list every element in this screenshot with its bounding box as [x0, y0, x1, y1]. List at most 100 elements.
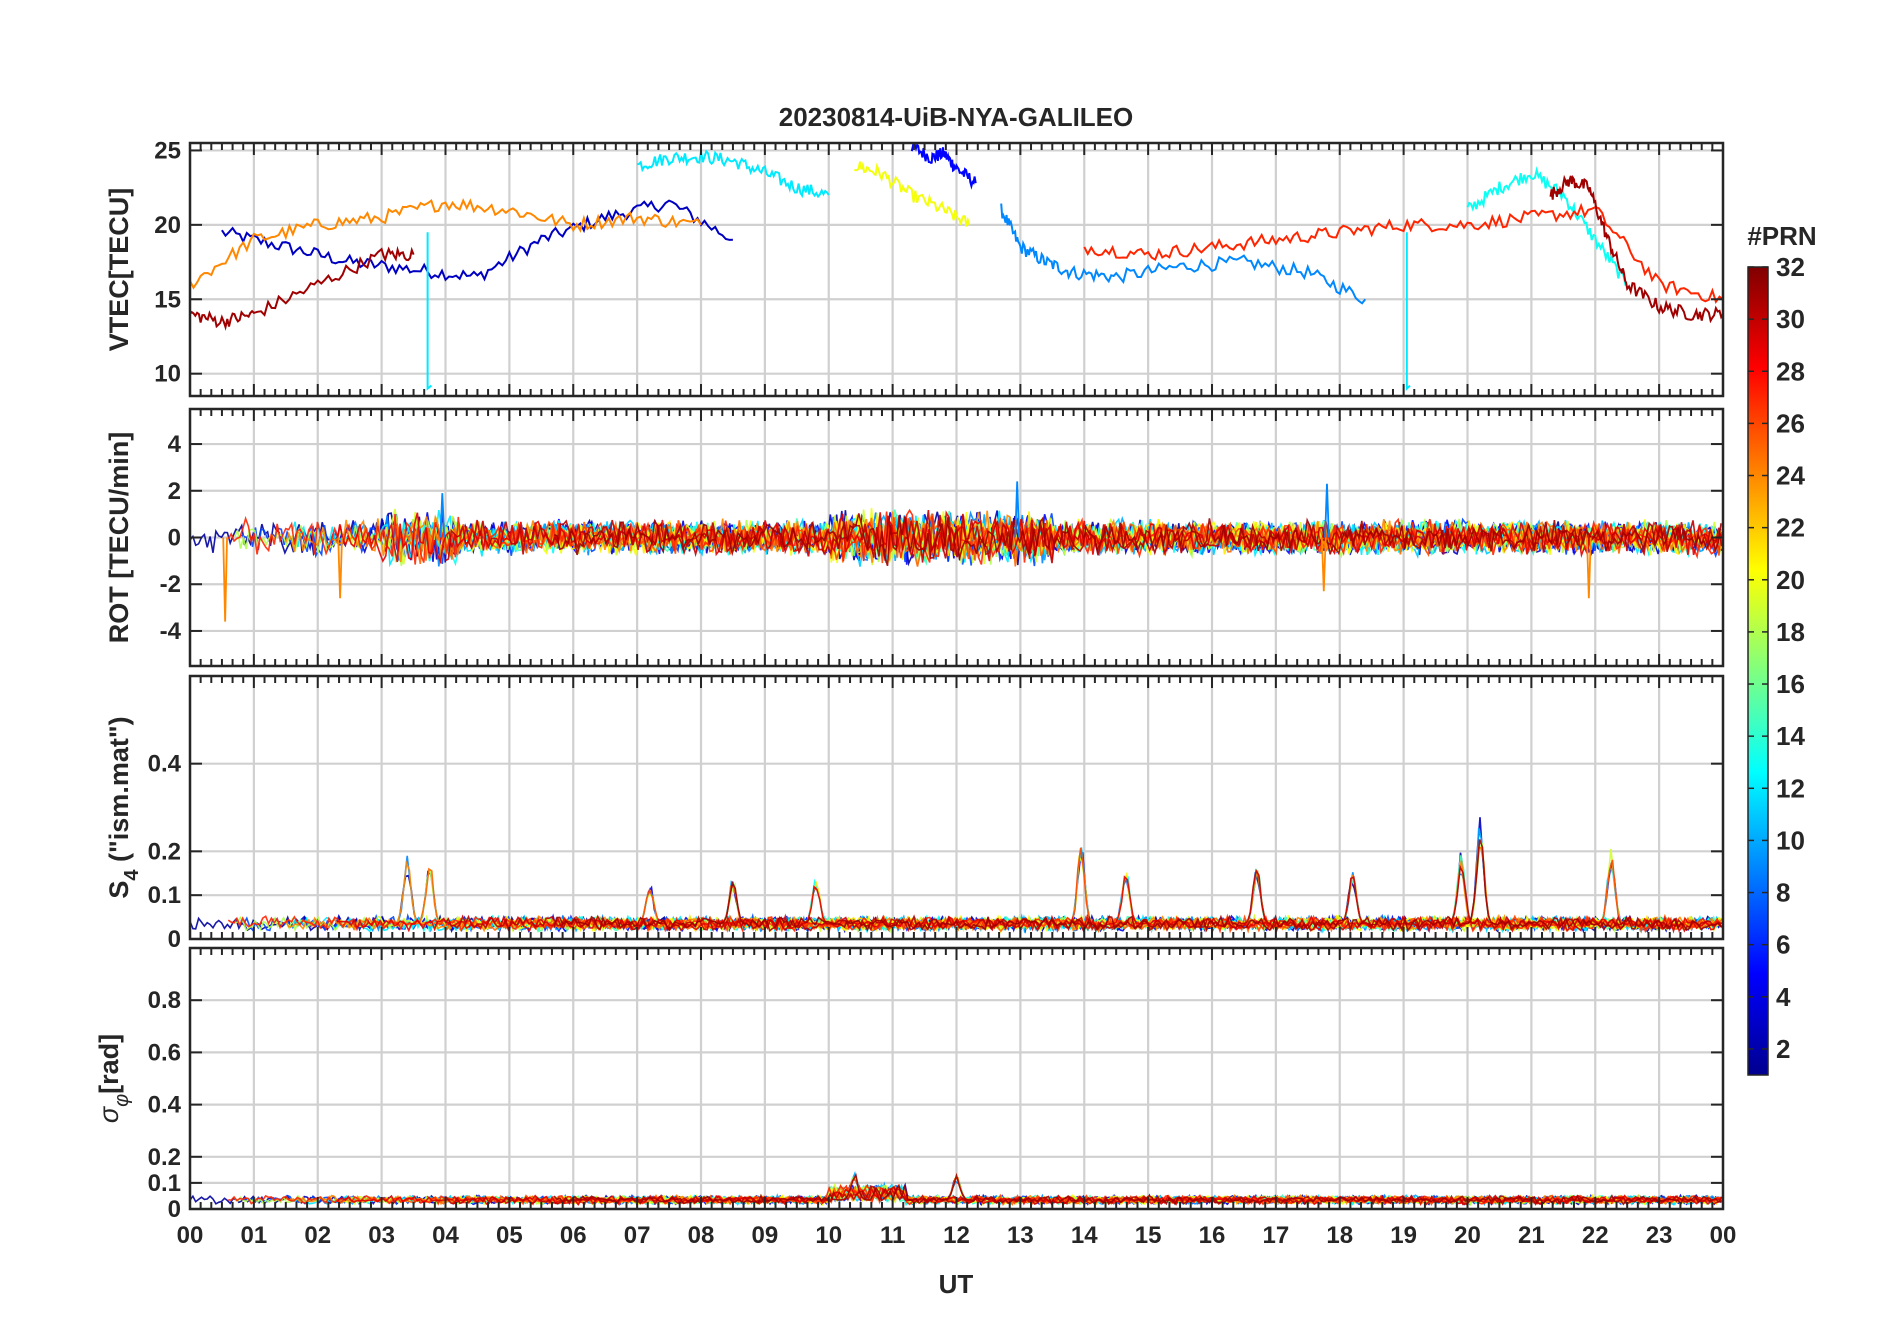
- y-axis-label: ROT [TECU/min]: [104, 432, 134, 643]
- y-tick-label: 15: [154, 286, 181, 313]
- vtec-series-prn-31: [190, 245, 415, 331]
- axes-frame: [188, 674, 1725, 941]
- colorbar-label: #PRN: [1747, 221, 1816, 251]
- x-tick-label: 23: [1646, 1222, 1673, 1249]
- x-tick-label: 15: [1135, 1222, 1162, 1249]
- colorbar-tick-label: 26: [1776, 408, 1805, 438]
- axes-frame: [188, 946, 1725, 1211]
- rot-spike: [1324, 483, 1330, 538]
- y-tick-label: 0: [168, 926, 181, 953]
- x-tick-label: 14: [1071, 1222, 1098, 1249]
- x-tick-label: 20: [1454, 1222, 1481, 1249]
- x-tick-label: 00: [1710, 1222, 1737, 1249]
- x-tick-label: 13: [1007, 1222, 1034, 1249]
- colorbar-tick-label: 10: [1776, 825, 1805, 855]
- x-tick-label: 07: [624, 1222, 651, 1249]
- vtec-dropout: [426, 232, 433, 391]
- chart-title: 20230814-UiB-NYA-GALILEO: [779, 102, 1134, 132]
- colorbar-tick-label: 30: [1776, 304, 1805, 334]
- x-tick-label: 06: [560, 1222, 587, 1249]
- x-tick-label: 18: [1326, 1222, 1353, 1249]
- panel-rot: -4 -2 0 2 4 ROT [TECU/min]: [104, 407, 1725, 668]
- vtec-series-prn-24: [190, 198, 702, 290]
- rot-spike: [439, 493, 446, 538]
- x-tick-label: 09: [752, 1222, 779, 1249]
- vtec-series-prn-5: [910, 143, 977, 190]
- colorbar-tick-label: 24: [1776, 461, 1805, 491]
- x-tick-label: 10: [815, 1222, 842, 1249]
- y-tick-label: 0.2: [148, 838, 181, 865]
- y-tick-label: 0: [168, 1196, 181, 1223]
- series-group: [190, 817, 1723, 934]
- colorbar-tick-label: 28: [1776, 356, 1805, 386]
- colorbar-tick-label: 18: [1776, 617, 1805, 647]
- colorbar-tick-label: 32: [1776, 252, 1805, 282]
- y-tick-label: 0: [168, 525, 181, 552]
- rot-spike: [1586, 537, 1592, 599]
- x-tick-label: 12: [943, 1222, 970, 1249]
- x-tick-label: 04: [432, 1222, 459, 1249]
- x-axis-label: UT: [939, 1269, 974, 1299]
- series-group: [190, 481, 1723, 622]
- colorbar-scale: [1747, 266, 1769, 1076]
- panel-s4: 0 0.1 0.2 0.4S4 ("ism.mat"): [104, 674, 1725, 953]
- y-tick-label: 0.1: [148, 1170, 181, 1197]
- colorbar-tick-label: 6: [1776, 930, 1790, 960]
- x-tick-label: 17: [1263, 1222, 1290, 1249]
- colorbar-tick-label: 20: [1776, 565, 1805, 595]
- y-tick-label: 0.1: [148, 882, 181, 909]
- panel-vtec: 10 15 20 25 VTEC[TECU]: [104, 137, 1725, 398]
- x-tick-label: 02: [304, 1222, 331, 1249]
- vtec-series-prn-3: [221, 199, 733, 282]
- series-prn-31: [553, 839, 1722, 933]
- x-tick-label: 21: [1518, 1222, 1545, 1249]
- rot-spike: [1320, 537, 1327, 592]
- x-tick-label: 22: [1582, 1222, 1609, 1249]
- x-tick-label: 11: [880, 1222, 905, 1249]
- vtec-dropout: [1405, 232, 1411, 391]
- x-tick-label: 00: [177, 1222, 204, 1249]
- y-tick-label: 4: [168, 431, 182, 458]
- y-tick-label: 10: [154, 361, 181, 388]
- y-tick-label: 0.4: [148, 1092, 182, 1119]
- x-tick-label: 08: [688, 1222, 715, 1249]
- series-prn-25: [393, 513, 1723, 567]
- series-prn-31: [553, 513, 1722, 567]
- axes-frame: [188, 407, 1725, 668]
- y-tick-label: 0.4: [148, 751, 182, 778]
- axes-frame: [188, 141, 1725, 398]
- y-axis-label: VTEC[TECU]: [104, 188, 134, 352]
- vtec-series-prn-12: [637, 149, 830, 199]
- y-axis-label: S4 ("ism.mat"): [104, 716, 143, 898]
- y-tick-label: 20: [154, 212, 181, 239]
- x-tick-label: 01: [241, 1222, 268, 1249]
- panel-sigma-phi: 00.10.2 0.4 0.6 0.8 σφ[rad]: [94, 946, 1725, 1223]
- x-tick-label: 19: [1390, 1222, 1417, 1249]
- colorbar-tick-label: 8: [1776, 878, 1790, 908]
- series-group: [190, 143, 1723, 391]
- vtec-series-prn-31: [1549, 174, 1723, 324]
- rot-spike: [222, 537, 228, 622]
- x-tick-label: 03: [368, 1222, 395, 1249]
- vtec-series-prn-20: [853, 161, 971, 227]
- series-prn-31: [553, 1172, 1722, 1206]
- colorbar-tick-label: 14: [1776, 721, 1805, 751]
- colorbar-tick-label: 4: [1776, 982, 1791, 1012]
- y-axis-label: σφ[rad]: [94, 1034, 133, 1123]
- y-tick-label: 0.2: [148, 1144, 181, 1171]
- y-tick-label: 25: [154, 137, 181, 164]
- rot-spike: [1014, 481, 1020, 538]
- colorbar-tick-label: 16: [1776, 669, 1805, 699]
- colorbar-tick-label: 2: [1776, 1034, 1790, 1064]
- vtec-series-prn-13: [1466, 166, 1628, 286]
- y-tick-label: -2: [160, 571, 181, 598]
- vtec-series-prn-9: [1000, 203, 1367, 305]
- y-tick-label: 0.6: [148, 1039, 181, 1066]
- colorbar-tick-label: 12: [1776, 773, 1805, 803]
- y-tick-label: -4: [160, 618, 182, 645]
- y-tick-label: 2: [168, 478, 181, 505]
- vtec-series-prn-27: [1083, 202, 1723, 305]
- rot-spike: [337, 537, 343, 599]
